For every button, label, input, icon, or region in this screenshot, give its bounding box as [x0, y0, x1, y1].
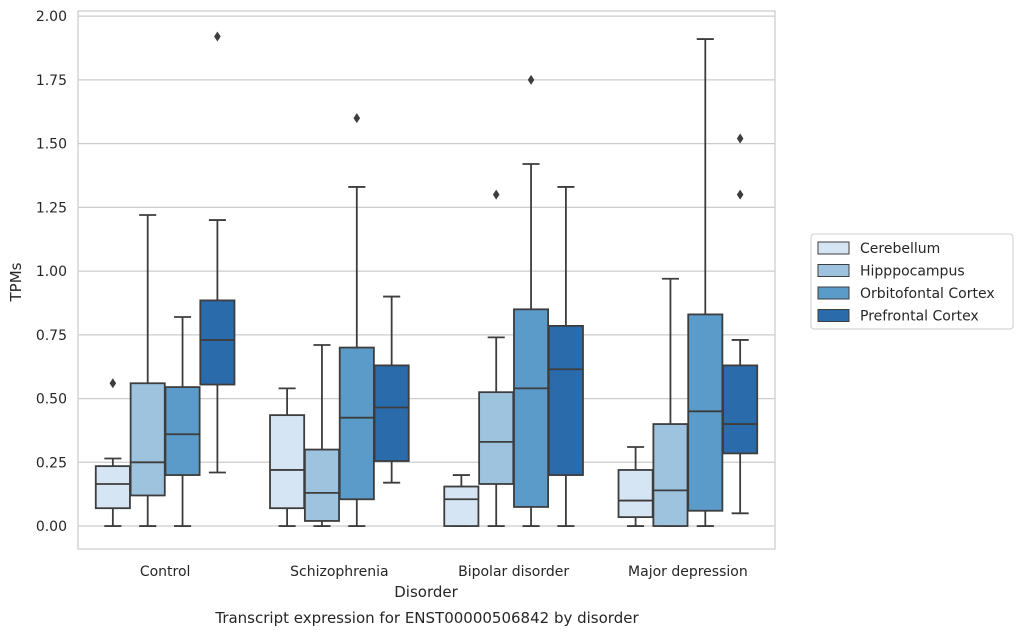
legend-swatch — [817, 241, 850, 255]
box — [513, 308, 550, 508]
y-tick-label: 1.00 — [36, 264, 67, 280]
outlier-point — [214, 31, 221, 42]
legend-label: Orbitofontal Cortex — [860, 286, 995, 302]
outlier-point — [492, 189, 500, 200]
outlier-point — [109, 378, 117, 389]
box-group — [513, 74, 550, 527]
y-tick-label: 1.75 — [36, 73, 67, 89]
box — [443, 485, 480, 527]
box-group — [94, 378, 131, 527]
box — [722, 364, 759, 455]
box-group — [338, 113, 375, 527]
y-tick-label: 1.25 — [36, 200, 67, 216]
legend-label: Cerebellum — [860, 241, 940, 257]
box — [652, 423, 689, 527]
box — [129, 382, 166, 497]
y-tick-labels: 0.00 0.25 0.50 0.75 1.00 1.25 1.50 1.75 2.00 — [36, 9, 67, 535]
box-group — [687, 38, 724, 527]
y-tick-label: 0.50 — [36, 392, 67, 408]
box-group — [652, 277, 689, 527]
box — [338, 346, 375, 501]
box-group — [269, 387, 306, 527]
legend-swatch — [817, 309, 850, 322]
x-tick-labels: Control Schizophrenia Bipolar disorder Majo… — [140, 564, 748, 580]
y-tick-label: 2.00 — [36, 9, 67, 25]
box — [687, 313, 724, 512]
y-axis-label: TPMs — [7, 262, 25, 302]
box — [199, 299, 236, 386]
box — [547, 324, 584, 476]
legend: Cerebellum Hipppocampus Orbitofontal Corte… — [810, 233, 1014, 330]
legend-swatch — [817, 264, 850, 277]
legend-label: Prefrontal Cortex — [860, 309, 979, 325]
outlier-point — [527, 74, 535, 85]
x-tick-label: Control — [140, 564, 191, 580]
x-tick-label: Bipolar disorder — [458, 564, 569, 580]
y-tick-label: 0.00 — [36, 519, 67, 535]
plot-frame — [77, 10, 776, 550]
box — [303, 448, 340, 522]
box — [269, 414, 306, 510]
legend-frame — [810, 233, 1014, 330]
y-tick-label: 0.75 — [36, 328, 67, 344]
box-group — [443, 474, 480, 527]
figure-caption: Transcript expression for ENST0000050684… — [214, 609, 639, 627]
box — [94, 465, 131, 510]
box — [164, 386, 201, 476]
y-tick-label: 0.25 — [36, 455, 67, 471]
box-group — [199, 31, 236, 474]
outlier-point — [736, 189, 744, 200]
x-tick-label: Schizophrenia — [290, 564, 388, 580]
box — [617, 469, 654, 519]
box-group — [722, 133, 759, 515]
box-group — [303, 344, 340, 527]
box-group — [617, 446, 654, 527]
outlier-point — [353, 113, 361, 124]
legend-swatch — [817, 286, 850, 300]
box-groups — [94, 31, 759, 527]
box-group — [373, 295, 410, 484]
box-group — [129, 214, 166, 527]
x-tick-label: Major depression — [628, 564, 748, 580]
box-group — [164, 316, 201, 527]
box-group — [547, 186, 584, 527]
y-tick-label: 1.50 — [36, 137, 67, 153]
box-group — [478, 189, 515, 527]
box — [478, 391, 515, 485]
legend-label: Hipppocampus — [860, 264, 965, 280]
box — [373, 364, 410, 462]
outlier-point — [736, 133, 744, 144]
x-axis-label: Disorder — [394, 583, 458, 601]
